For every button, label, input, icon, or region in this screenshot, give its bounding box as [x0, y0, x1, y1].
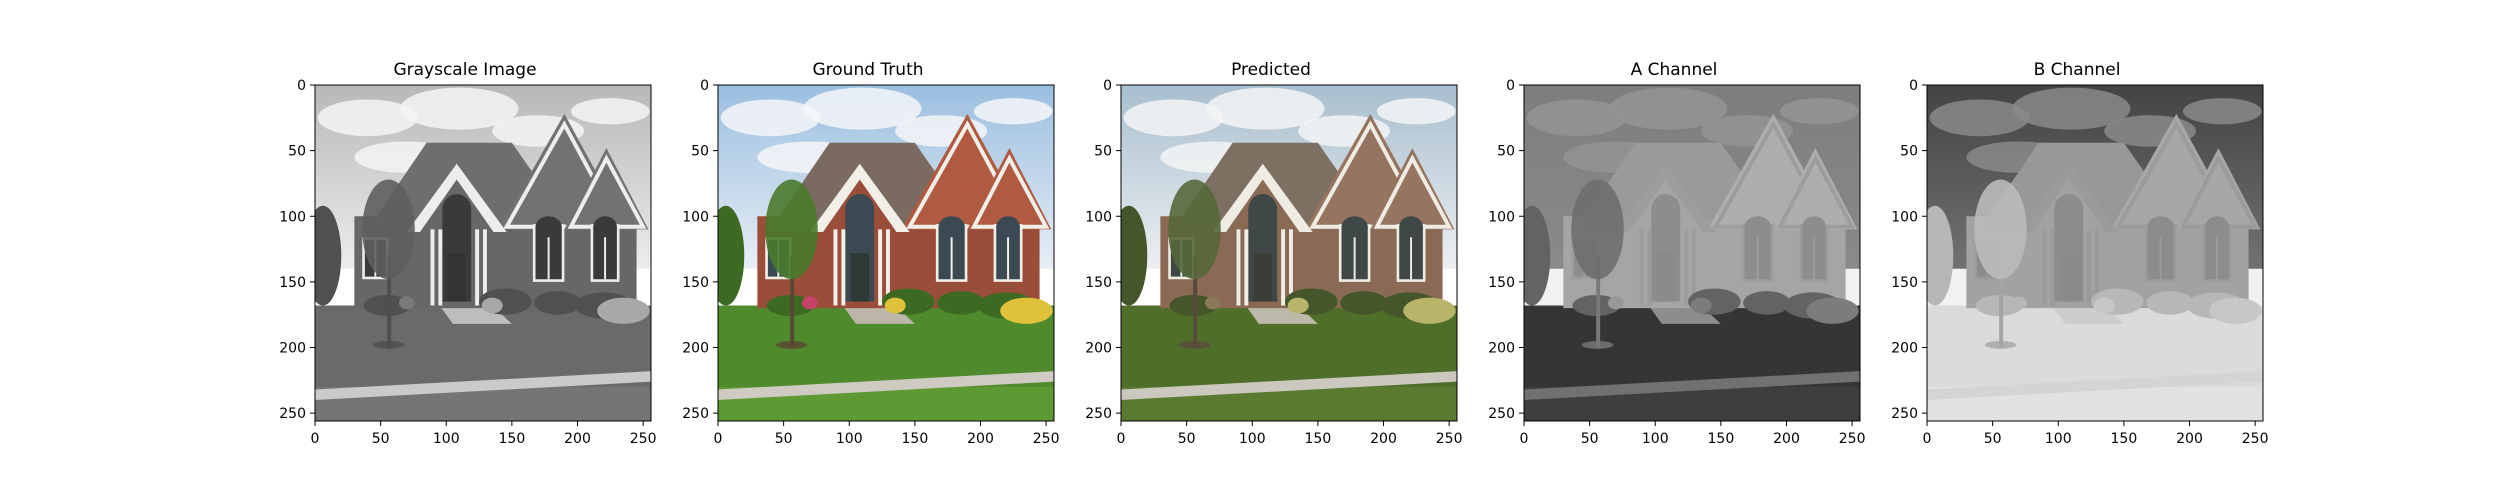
- house-scene: [1524, 85, 1860, 421]
- y-tick-label: 150: [682, 275, 709, 291]
- image-axes: 0 50 100 150 200 250 0 50 100 150 200 250: [682, 78, 1059, 447]
- x-tick-label: 200: [564, 431, 591, 447]
- x-tick-label: 250: [630, 431, 657, 447]
- y-tick-label: 50: [691, 144, 709, 160]
- x-tick-label: 50: [1581, 431, 1599, 447]
- x-tick-label: 100: [1642, 431, 1669, 447]
- x-tick-label: 150: [902, 431, 929, 447]
- image-panel: A Channel 0 50 100 150 200 250 0 50 100 150 200 250: [1484, 0, 1865, 500]
- y-tick-label: 0: [700, 78, 709, 94]
- y-tick-label: 50: [288, 144, 306, 160]
- image-panel: Ground Truth 0 50 100 150 200 250 0 50 100 150 200 2…: [678, 0, 1059, 500]
- x-tick-label: 250: [1436, 431, 1463, 447]
- axes-svg: 0 50 100 150 200 250 0 50 100 150 200 250: [682, 78, 1060, 447]
- axes-svg: 0 50 100 150 200 250 0 50 100 150 200 250: [1488, 78, 1866, 447]
- panel-title: Grayscale Image: [393, 60, 537, 80]
- x-tick-label: 100: [836, 431, 863, 447]
- y-tick-label: 150: [1085, 275, 1112, 291]
- panel-title: A Channel: [1630, 60, 1718, 80]
- x-tick-label: 150: [499, 431, 526, 447]
- y-tick-label: 100: [279, 209, 306, 225]
- y-tick-label: 250: [279, 406, 306, 422]
- x-tick-label: 200: [2176, 431, 2203, 447]
- panel-image: [315, 85, 651, 421]
- y-tick-label: 0: [1103, 78, 1112, 94]
- x-tick-label: 100: [2045, 431, 2072, 447]
- y-tick-label: 150: [279, 275, 306, 291]
- image-panel: Predicted 0 50 100 150 200 250 0 50 100 150 200 250: [1081, 0, 1462, 500]
- y-tick-label: 250: [1488, 406, 1515, 422]
- y-tick-label: 100: [1085, 209, 1112, 225]
- x-tick-label: 100: [1239, 431, 1266, 447]
- y-tick-label: 150: [1891, 275, 1918, 291]
- y-tick-label: 200: [1488, 341, 1515, 357]
- y-tick-label: 250: [1891, 406, 1918, 422]
- y-tick-label: 100: [682, 209, 709, 225]
- image-axes: 0 50 100 150 200 250 0 50 100 150 200 250: [279, 78, 656, 447]
- x-tick-label: 250: [1839, 431, 1866, 447]
- x-tick-label: 50: [372, 431, 390, 447]
- image-axes: 0 50 100 150 200 250 0 50 100 150 200 250: [1085, 78, 1462, 447]
- x-tick-label: 0: [714, 431, 723, 447]
- panel-title: B Channel: [2033, 60, 2121, 80]
- x-tick-label: 200: [967, 431, 994, 447]
- x-tick-label: 200: [1370, 431, 1397, 447]
- image-axes: 0 50 100 150 200 250 0 50 100 150 200 250: [1488, 78, 1865, 447]
- x-tick-label: 150: [2111, 431, 2138, 447]
- y-tick-label: 0: [297, 78, 306, 94]
- y-tick-label: 200: [1891, 341, 1918, 357]
- x-tick-label: 150: [1305, 431, 1332, 447]
- house-scene: [718, 85, 1054, 421]
- y-tick-label: 100: [1488, 209, 1515, 225]
- y-tick-label: 250: [682, 406, 709, 422]
- y-tick-label: 150: [1488, 275, 1515, 291]
- panel-image: [1121, 85, 1457, 421]
- panel-image: [718, 85, 1054, 421]
- y-tick-label: 200: [682, 341, 709, 357]
- axes-svg: 0 50 100 150 200 250 0 50 100 150 200 250: [279, 78, 657, 447]
- y-tick-label: 50: [1900, 144, 1918, 160]
- axes-svg: 0 50 100 150 200 250 0 50 100 150 200 250: [1085, 78, 1463, 447]
- y-tick-label: 0: [1506, 78, 1515, 94]
- image-panel: Grayscale Image 0 50 100 150 200 250 0 50 100 150 2…: [275, 0, 656, 500]
- y-tick-label: 100: [1891, 209, 1918, 225]
- x-tick-label: 250: [1033, 431, 1060, 447]
- y-tick-label: 250: [1085, 406, 1112, 422]
- y-tick-label: 200: [1085, 341, 1112, 357]
- x-tick-label: 0: [1923, 431, 1932, 447]
- x-tick-label: 0: [1117, 431, 1126, 447]
- house-scene: [1927, 85, 2263, 421]
- x-tick-label: 0: [311, 431, 320, 447]
- y-tick-label: 50: [1094, 144, 1112, 160]
- x-tick-label: 250: [2242, 431, 2269, 447]
- x-tick-label: 150: [1708, 431, 1735, 447]
- panel-title: Ground Truth: [812, 60, 924, 80]
- x-tick-label: 50: [775, 431, 793, 447]
- x-tick-label: 100: [433, 431, 460, 447]
- axes-frame: [717, 84, 1055, 422]
- y-tick-label: 50: [1497, 144, 1515, 160]
- axes-frame: [1120, 84, 1458, 422]
- house-scene: [315, 85, 651, 421]
- house-scene: [1121, 85, 1457, 421]
- x-tick-label: 200: [1773, 431, 1800, 447]
- panel-image: [1927, 85, 2263, 421]
- axes-frame: [1523, 84, 1861, 422]
- x-tick-label: 50: [1178, 431, 1196, 447]
- image-axes: 0 50 100 150 200 250 0 50 100 150 200 250: [1891, 78, 2268, 447]
- axes-frame: [314, 84, 652, 422]
- axes-svg: 0 50 100 150 200 250 0 50 100 150 200 250: [1891, 78, 2269, 447]
- image-panel: B Channel 0 50 100 150 200 250 0 50 100 150 200 250: [1887, 0, 2268, 500]
- y-tick-label: 200: [279, 341, 306, 357]
- axes-frame: [1926, 84, 2264, 422]
- panel-title: Predicted: [1231, 60, 1311, 80]
- panel-image: [1524, 85, 1860, 421]
- y-tick-label: 0: [1909, 78, 1918, 94]
- x-tick-label: 0: [1520, 431, 1529, 447]
- x-tick-label: 50: [1984, 431, 2002, 447]
